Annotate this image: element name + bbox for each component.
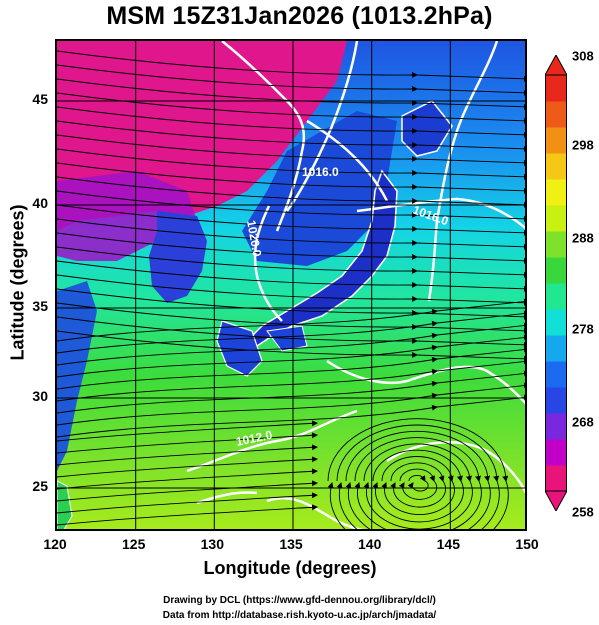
y-tick-label: 45	[32, 91, 48, 107]
streamline	[57, 260, 525, 292]
streamline	[57, 334, 525, 378]
colorbar-band	[545, 387, 567, 414]
streamline	[57, 310, 525, 354]
y-tick-label: 35	[32, 298, 48, 314]
x-tick-label: 150	[515, 536, 539, 552]
taiwan	[57, 480, 73, 529]
streamline	[57, 162, 525, 194]
credit-data: Data from http://database.rish.kyoto-u.a…	[162, 610, 437, 621]
streamline	[57, 444, 318, 466]
streamline	[57, 78, 525, 110]
sea-of-japan-cold-area	[242, 111, 397, 266]
colorbar-tick: 258	[572, 504, 594, 520]
streamline	[57, 50, 525, 82]
streamline	[57, 370, 525, 414]
colorbar-band	[545, 413, 567, 440]
colorbar-tick: 278	[572, 321, 594, 337]
x-tick-label: 130	[200, 536, 224, 552]
streamline	[57, 246, 525, 278]
colorbar-tick: 308	[572, 48, 594, 64]
x-axis-label: Longitude (degrees)	[203, 558, 377, 578]
streamline	[57, 382, 525, 426]
streamline	[57, 480, 318, 502]
colorbar-band	[545, 75, 567, 102]
streamline	[57, 504, 318, 526]
colorbar-tick: 288	[572, 230, 594, 246]
streamline	[57, 302, 525, 334]
streamline	[57, 456, 318, 478]
x-tick-label: 140	[358, 536, 382, 552]
streamline	[327, 418, 509, 529]
colorbar-top-arrow	[545, 55, 567, 76]
colorbar-band	[545, 283, 567, 310]
streamline	[57, 288, 525, 320]
map-title: MSM 15Z31Jan2026 (1013.2hPa)	[106, 2, 493, 30]
y-axis-label: Latitude (degrees)	[7, 204, 28, 361]
credits: Drawing by DCL (https://www.gfd-dennou.o…	[0, 593, 599, 623]
colorbar-band	[545, 179, 567, 206]
streamline	[57, 120, 525, 152]
streamline	[57, 190, 525, 222]
streamline	[57, 346, 525, 390]
streamline	[57, 432, 318, 454]
x-tick-label: 120	[43, 536, 67, 552]
colorbar-band	[545, 361, 567, 388]
colorbar-bottom-arrow	[545, 490, 567, 511]
y-tick-label: 25	[32, 478, 48, 494]
streamline	[57, 106, 525, 138]
colorbar-band	[545, 465, 567, 492]
x-tick-label: 145	[436, 536, 460, 552]
streamline	[57, 64, 525, 96]
colorbar	[545, 55, 567, 511]
streamline	[57, 420, 318, 442]
colorbar-band	[545, 231, 567, 258]
streamline	[57, 204, 525, 236]
colorbar-band	[545, 257, 567, 284]
streamline	[57, 92, 525, 124]
credit-drawing: Drawing by DCL (https://www.gfd-dennou.o…	[163, 595, 436, 606]
colorbar-band	[545, 309, 567, 336]
x-tick-label: 135	[279, 536, 303, 552]
streamline	[57, 298, 525, 342]
streamline	[57, 468, 318, 490]
x-tick-label: 125	[122, 536, 146, 552]
colorbar-tick: 268	[572, 414, 594, 430]
contour-label: 1020.0	[244, 219, 264, 258]
streamline	[57, 274, 525, 306]
colorbar-band	[545, 335, 567, 362]
colorbar-band	[545, 101, 567, 128]
y-tick-label: 30	[32, 388, 48, 404]
streamline	[57, 358, 525, 402]
streamline	[57, 134, 525, 166]
colorbar-band	[545, 205, 567, 232]
streamline	[57, 316, 525, 348]
map-canvas: 1016.0 1016.0 1020.0 1012.0	[57, 41, 525, 529]
streamline	[57, 492, 318, 514]
colorbar-band	[545, 439, 567, 466]
streamline	[57, 232, 525, 264]
streamline	[57, 394, 525, 438]
y-tick-label: 40	[32, 195, 48, 211]
streamline	[57, 176, 525, 208]
wind-streamlines	[57, 50, 525, 529]
colorbar-band	[545, 153, 567, 180]
map-plot-area: 1016.0 1016.0 1020.0 1012.0	[55, 39, 527, 531]
streamline	[57, 218, 525, 250]
contour-label: 1016.0	[302, 165, 339, 179]
colorbar-tick: 298	[572, 137, 594, 153]
streamline	[57, 148, 525, 180]
streamline	[57, 322, 525, 366]
colorbar-band	[545, 127, 567, 154]
